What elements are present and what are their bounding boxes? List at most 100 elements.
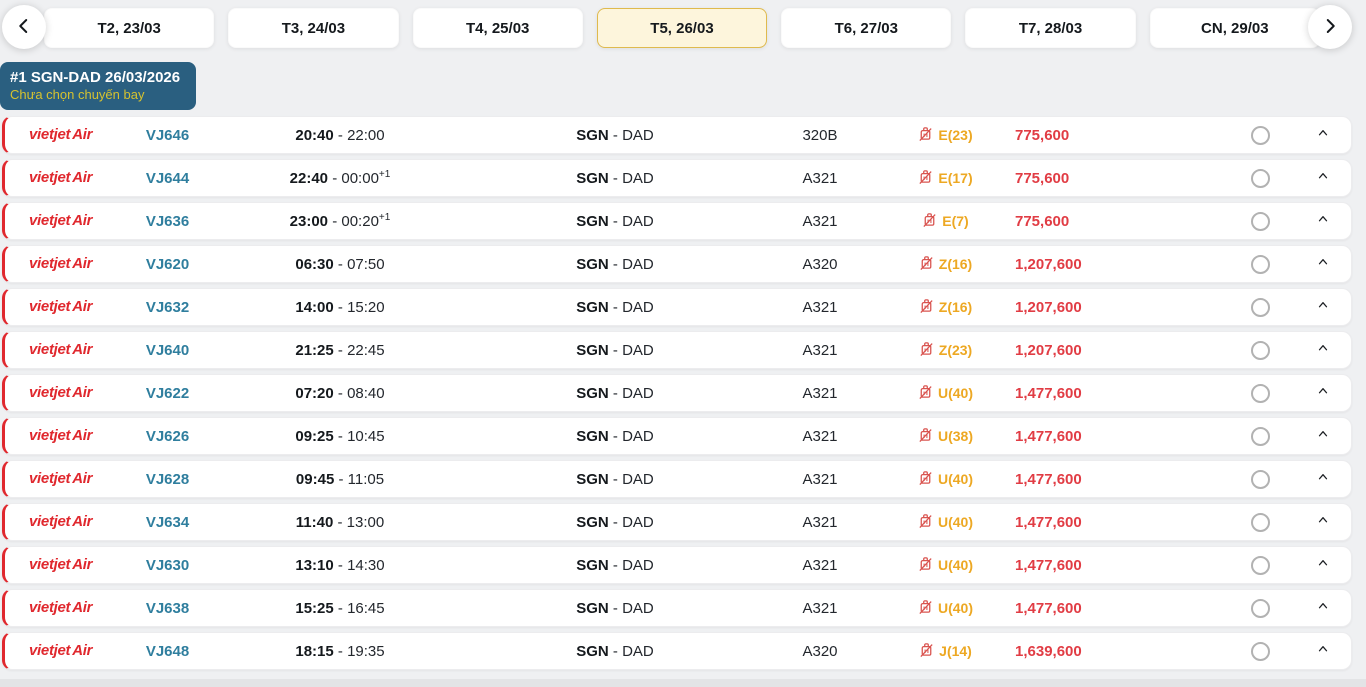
collapse-row-control[interactable] bbox=[1295, 169, 1351, 188]
flight-number: VJ636 bbox=[145, 212, 190, 230]
select-flight-radio[interactable] bbox=[1250, 168, 1270, 188]
arrival-time: 13:00 bbox=[346, 513, 385, 531]
fare-class-cell: E(7) bbox=[875, 211, 1015, 231]
select-flight-radio[interactable] bbox=[1250, 512, 1270, 532]
time-separator: - bbox=[332, 213, 338, 230]
flight-row[interactable]: vietjet Air VJ640 21:25 - 22:45 SGN - DAD… bbox=[2, 331, 1352, 369]
departure-time: 21:25 bbox=[295, 341, 334, 359]
select-flight-radio[interactable] bbox=[1250, 125, 1270, 145]
date-tab[interactable]: T2, 23/03 bbox=[44, 8, 215, 48]
collapse-row-control[interactable] bbox=[1295, 298, 1351, 317]
flight-row[interactable]: vietjet Air VJ644 22:40 - 00:00+1 SGN - D… bbox=[2, 159, 1352, 197]
flight-number: VJ648 bbox=[145, 642, 190, 660]
time-separator: - bbox=[337, 427, 343, 445]
collapse-row-control[interactable] bbox=[1295, 513, 1351, 532]
date-tab[interactable]: T4, 25/03 bbox=[412, 8, 583, 48]
time-separator: - bbox=[337, 126, 343, 144]
departure-time: 07:20 bbox=[295, 384, 334, 402]
chevron-up-icon bbox=[1316, 513, 1330, 532]
arrival-time: 00:20 bbox=[341, 213, 379, 230]
flight-times: 21:25 - 22:45 bbox=[215, 342, 465, 359]
collapse-row-control[interactable] bbox=[1295, 126, 1351, 145]
no-baggage-icon bbox=[917, 469, 934, 489]
collapse-row-control[interactable] bbox=[1295, 341, 1351, 360]
chevron-right-icon bbox=[1321, 17, 1339, 38]
time-separator: - bbox=[337, 341, 343, 359]
select-flight-radio[interactable] bbox=[1250, 641, 1270, 661]
flight-row[interactable]: vietjet Air VJ628 09:45 - 11:05 SGN - DAD… bbox=[2, 460, 1352, 498]
airline-logo: vietjet Air bbox=[29, 169, 93, 186]
fare-class-cell: Z(16) bbox=[875, 254, 1015, 274]
no-baggage-icon bbox=[917, 555, 934, 575]
airline-logo-text: vietjet bbox=[29, 556, 71, 573]
collapse-row-control[interactable] bbox=[1295, 384, 1351, 403]
flight-price: 1,477,600 bbox=[1015, 513, 1082, 531]
flight-row[interactable]: vietjet Air VJ622 07:20 - 08:40 SGN - DAD… bbox=[2, 374, 1352, 412]
select-flight-radio[interactable] bbox=[1250, 211, 1270, 231]
flight-price: 1,477,600 bbox=[1015, 384, 1082, 402]
flight-row[interactable]: vietjet Air VJ620 06:30 - 07:50 SGN - DAD… bbox=[2, 245, 1352, 283]
departure-time: 22:40 bbox=[289, 170, 329, 187]
next-day-button[interactable] bbox=[1308, 5, 1352, 49]
flight-row[interactable]: vietjet Air VJ630 13:10 - 14:30 SGN - DAD… bbox=[2, 546, 1352, 584]
select-flight-radio[interactable] bbox=[1250, 340, 1270, 360]
airline-logo-text: vietjet bbox=[29, 513, 71, 530]
horizontal-scrollbar-track[interactable] bbox=[0, 679, 1366, 687]
collapse-row-control[interactable] bbox=[1295, 427, 1351, 446]
flight-row[interactable]: vietjet Air VJ632 14:00 - 15:20 SGN - DAD… bbox=[2, 288, 1352, 326]
collapse-row-control[interactable] bbox=[1295, 255, 1351, 274]
select-flight-radio[interactable] bbox=[1250, 254, 1270, 274]
arrival-time: 11:05 bbox=[347, 470, 385, 488]
chevron-left-icon bbox=[15, 17, 33, 38]
route: SGN - DAD bbox=[465, 213, 765, 230]
route-separator: - bbox=[612, 298, 618, 316]
date-tab[interactable]: T3, 24/03 bbox=[228, 8, 399, 48]
prev-day-button[interactable] bbox=[2, 5, 46, 49]
aircraft-type: A320 bbox=[802, 255, 838, 273]
flight-number: VJ620 bbox=[145, 255, 190, 273]
no-baggage-icon bbox=[917, 512, 934, 532]
date-tabs: T2, 23/03 T3, 24/03 T4, 25/03 T5, 26/03 … bbox=[0, 0, 1366, 48]
select-flight-radio[interactable] bbox=[1250, 383, 1270, 403]
leg-title: #1 SGN-DAD 26/03/2026 bbox=[10, 69, 181, 86]
time-separator: - bbox=[337, 298, 343, 316]
origin-code: SGN bbox=[576, 298, 609, 316]
fare-class-cell: E(23) bbox=[875, 125, 1015, 145]
arrival-time: 10:45 bbox=[347, 427, 385, 445]
date-tab[interactable]: T5, 26/03 bbox=[596, 8, 768, 48]
collapse-row-control[interactable] bbox=[1295, 212, 1351, 231]
fare-class-cell: U(40) bbox=[875, 512, 1015, 532]
arrival-time: 07:50 bbox=[347, 255, 385, 273]
no-baggage-icon bbox=[917, 125, 934, 145]
airline-logo-text: vietjet bbox=[29, 212, 71, 229]
select-flight-radio[interactable] bbox=[1250, 297, 1270, 317]
departure-time: 18:15 bbox=[295, 642, 334, 660]
select-flight-radio[interactable] bbox=[1250, 598, 1270, 618]
select-flight-radio[interactable] bbox=[1250, 555, 1270, 575]
fare-class-cell: U(40) bbox=[875, 469, 1015, 489]
flight-row[interactable]: vietjet Air VJ646 20:40 - 22:00 SGN - DAD… bbox=[2, 116, 1352, 154]
date-tab[interactable]: T7, 28/03 bbox=[965, 8, 1136, 48]
flight-row[interactable]: vietjet Air VJ636 23:00 - 00:20+1 SGN - D… bbox=[2, 202, 1352, 240]
no-baggage-icon bbox=[921, 211, 938, 231]
collapse-row-control[interactable] bbox=[1295, 599, 1351, 618]
leg-status-badge: #1 SGN-DAD 26/03/2026 Chưa chọn chuyến b… bbox=[0, 62, 197, 110]
chevron-up-icon bbox=[1316, 556, 1330, 575]
collapse-row-control[interactable] bbox=[1295, 642, 1351, 661]
date-tab[interactable]: T6, 27/03 bbox=[781, 8, 952, 48]
destination-code: DAD bbox=[622, 255, 654, 273]
flight-row[interactable]: vietjet Air VJ626 09:25 - 10:45 SGN - DAD… bbox=[2, 417, 1352, 455]
origin-code: SGN bbox=[576, 341, 609, 359]
flight-row[interactable]: vietjet Air VJ638 15:25 - 16:45 SGN - DAD… bbox=[2, 589, 1352, 627]
select-flight-radio[interactable] bbox=[1250, 426, 1270, 446]
route: SGN - DAD bbox=[465, 127, 765, 144]
route-separator: - bbox=[612, 513, 618, 531]
collapse-row-control[interactable] bbox=[1295, 556, 1351, 575]
origin-code: SGN bbox=[576, 642, 609, 660]
collapse-row-control[interactable] bbox=[1295, 470, 1351, 489]
flight-row[interactable]: vietjet Air VJ634 11:40 - 13:00 SGN - DAD… bbox=[2, 503, 1352, 541]
select-flight-cell bbox=[1225, 512, 1295, 532]
flight-row[interactable]: vietjet Air VJ648 18:15 - 19:35 SGN - DAD… bbox=[2, 632, 1352, 670]
select-flight-radio[interactable] bbox=[1250, 469, 1270, 489]
date-tab[interactable]: CN, 29/03 bbox=[1149, 8, 1320, 48]
